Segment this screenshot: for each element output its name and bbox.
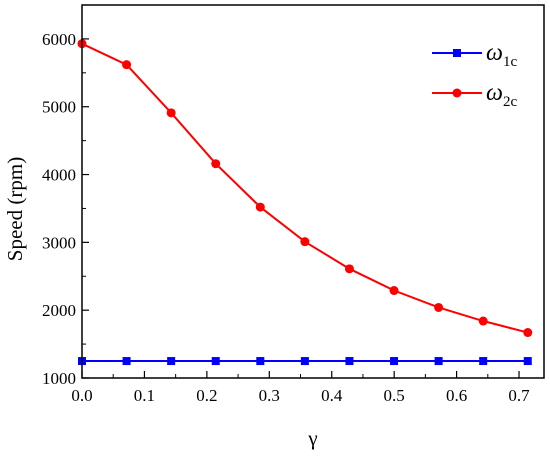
data-point-ω1c [345, 357, 354, 366]
series-line-ω2c [81, 42, 529, 334]
legend-symbol-omega-1c: ω [486, 40, 503, 66]
data-point-ω1c [479, 357, 488, 366]
data-point-ω1c [434, 357, 443, 366]
data-point-ω2c [300, 237, 310, 247]
x-tick-label: 0.6 [446, 386, 467, 405]
data-point-ω1c [523, 357, 532, 366]
legend-subscript-omega-1c: 1c [503, 54, 518, 70]
data-point-ω2c [389, 286, 399, 296]
x-tick-label: 0.7 [508, 386, 530, 405]
legend-symbol-omega-2c: ω [486, 80, 503, 106]
data-point-ω1c [300, 357, 309, 366]
data-point-ω1c [390, 357, 399, 366]
x-tick-label: 0.0 [71, 386, 92, 405]
data-point-ω2c [523, 328, 533, 338]
y-tick-label: 1000 [42, 369, 76, 388]
data-point-ω2c [434, 302, 444, 312]
data-point-ω2c [255, 202, 265, 212]
y-tick-label: 5000 [42, 98, 76, 117]
series-layer [77, 39, 533, 366]
legend-label-omega-2c: ω2c [486, 80, 517, 110]
data-point-ω1c [211, 357, 220, 366]
x-tick-label: 0.3 [259, 386, 280, 405]
data-point-ω2c [122, 60, 132, 70]
y-axis-title: Speed (rpm) [3, 157, 27, 261]
legend: ω1c ω2c [432, 40, 517, 110]
data-point-ω2c [478, 316, 488, 326]
data-point-ω2c [211, 159, 221, 169]
data-point-ω2c [166, 108, 176, 118]
legend-marker-omega-1c [453, 49, 461, 57]
data-point-ω1c [167, 357, 176, 366]
legend-subscript-omega-2c: 2c [503, 94, 518, 110]
legend-entry-omega-2c: ω2c [432, 80, 517, 110]
y-tick-label: 3000 [42, 233, 76, 252]
data-point-ω1c [256, 357, 265, 366]
legend-entry-omega-1c: ω1c [432, 40, 517, 70]
plot-frame [81, 4, 545, 379]
ticks-layer: 0.0 0.1 0.2 0.3 0.4 0.5 0.6 0.7 1000 2000 3000 4000… [42, 30, 530, 405]
data-point-ω2c [344, 264, 354, 274]
data-point-ω1c [122, 357, 131, 366]
legend-label-omega-1c: ω1c [486, 40, 517, 70]
y-tick-label: 2000 [42, 301, 76, 320]
x-axis-title: γ [307, 426, 317, 450]
y-tick-label: 6000 [42, 30, 76, 49]
legend-marker-omega-2c [452, 88, 462, 98]
x-tick-label: 0.4 [321, 386, 343, 405]
y-tick-label: 4000 [42, 166, 76, 185]
x-tick-label: 0.1 [134, 386, 155, 405]
x-tick-label: 0.5 [384, 386, 405, 405]
x-tick-label: 0.2 [196, 386, 217, 405]
